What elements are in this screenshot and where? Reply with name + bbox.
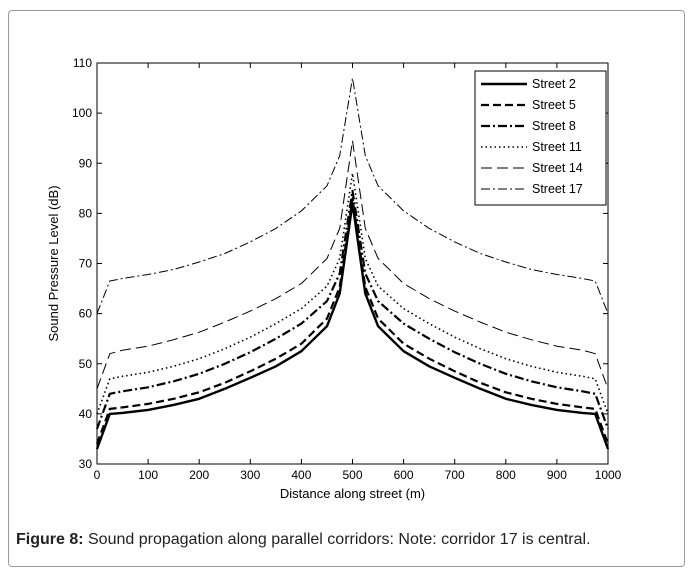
- x-tick-label: 400: [291, 468, 311, 482]
- legend-label: Street 17: [532, 182, 583, 196]
- series-line-street-11: [96, 172, 609, 415]
- x-tick-label: 800: [496, 468, 516, 482]
- legend-label: Street 14: [532, 161, 583, 175]
- y-axis-label: Sound Pressure Level (dB): [46, 185, 61, 341]
- x-tick-label: 200: [189, 468, 209, 482]
- x-tick-label: 300: [240, 468, 260, 482]
- legend-label: Street 5: [532, 98, 576, 112]
- caption-text: Sound propagation along parallel corrido…: [83, 531, 591, 548]
- x-tick-label: 500: [342, 468, 362, 482]
- x-tick-label: 100: [138, 468, 158, 482]
- y-tick-label: 70: [79, 257, 93, 271]
- y-tick-label: 110: [73, 56, 92, 70]
- series-line-street-5: [95, 197, 610, 445]
- caption-label: Figure 8:: [16, 531, 84, 548]
- figure-caption: Figure 8: Sound propagation along parall…: [16, 531, 681, 549]
- y-tick-label: 40: [79, 407, 93, 421]
- legend-label: Street 2: [532, 77, 576, 91]
- line-chart: 0 100 200 300 400 500 600 700 800 900 1000 30 40 50 60…: [46, 56, 622, 501]
- y-tick-label: 100: [72, 106, 92, 120]
- y-tick-label: 50: [79, 357, 93, 371]
- x-axis-label: Distance along street (m): [280, 486, 425, 501]
- x-tick-label: 1000: [595, 468, 622, 482]
- y-tick-label: 60: [79, 307, 93, 321]
- y-tick-label: 30: [79, 457, 93, 471]
- legend-label: Street 8: [532, 119, 576, 133]
- legend-box: [474, 70, 607, 206]
- series-line-street-8: [95, 189, 610, 430]
- x-tick-label: 0: [94, 468, 101, 482]
- x-tick-label: 600: [394, 468, 414, 482]
- x-tick-label: 700: [445, 468, 465, 482]
- series-line-street-14: [96, 140, 609, 389]
- legend-label: Street 11: [532, 140, 582, 154]
- x-tick-label: 900: [547, 468, 567, 482]
- y-tick-label: 80: [79, 206, 93, 220]
- y-tick-label: 90: [79, 156, 93, 170]
